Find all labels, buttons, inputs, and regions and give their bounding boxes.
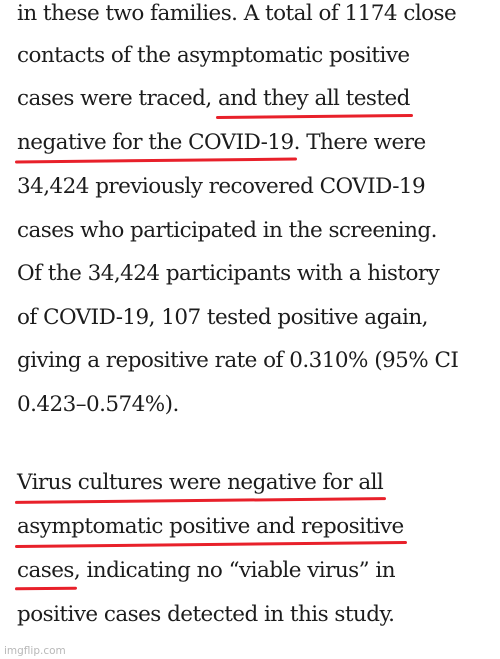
text-segment: , indicating no “viable virus” in: [73, 558, 396, 583]
text-line: Of the 34,424 participants with a histor…: [17, 261, 440, 286]
underlined-phrase: and they all tested: [217, 86, 410, 111]
text-line: in these two families. A total of 1174 c…: [17, 1, 457, 26]
text-line: 34,424 previously recovered COVID-19: [17, 174, 426, 199]
underlined-phrase: asymptomatic positive and repositive: [17, 514, 404, 539]
text-line: giving a repositive rate of 0.310% (95% …: [17, 348, 459, 373]
text-line: negative for the COVID-19. There were: [17, 130, 426, 156]
text-line: positive cases detected in this study.: [17, 602, 395, 627]
text-line: contacts of the asymptomatic positive: [17, 43, 410, 68]
imgflip-watermark: imgflip.com: [4, 645, 66, 657]
text-segment: . There were: [293, 130, 427, 155]
text-line: of COVID-19, 107 tested positive again,: [17, 305, 429, 330]
text-line: 0.423–0.574%).: [17, 392, 179, 417]
text-line: cases, indicating no “viable virus” in: [17, 558, 396, 584]
underlined-phrase: cases: [17, 558, 74, 583]
underlined-phrase: Virus cultures were negative for all: [17, 470, 384, 495]
text-line: cases were traced, and they all tested: [17, 86, 410, 112]
text-line: cases who participated in the screening.: [17, 218, 437, 243]
text-line: Virus cultures were negative for all: [17, 470, 384, 496]
text-line: asymptomatic positive and repositive: [17, 514, 404, 540]
text-segment: cases were traced,: [17, 86, 218, 111]
underlined-phrase: negative for the COVID-19: [17, 130, 294, 155]
